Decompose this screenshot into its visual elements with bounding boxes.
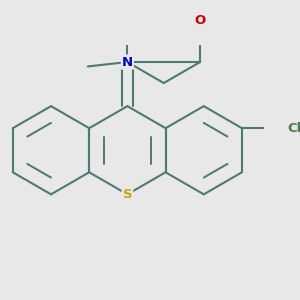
Text: N: N	[122, 56, 133, 68]
Text: Cl: Cl	[287, 122, 300, 135]
Text: S: S	[123, 188, 132, 201]
Text: O: O	[194, 14, 206, 26]
